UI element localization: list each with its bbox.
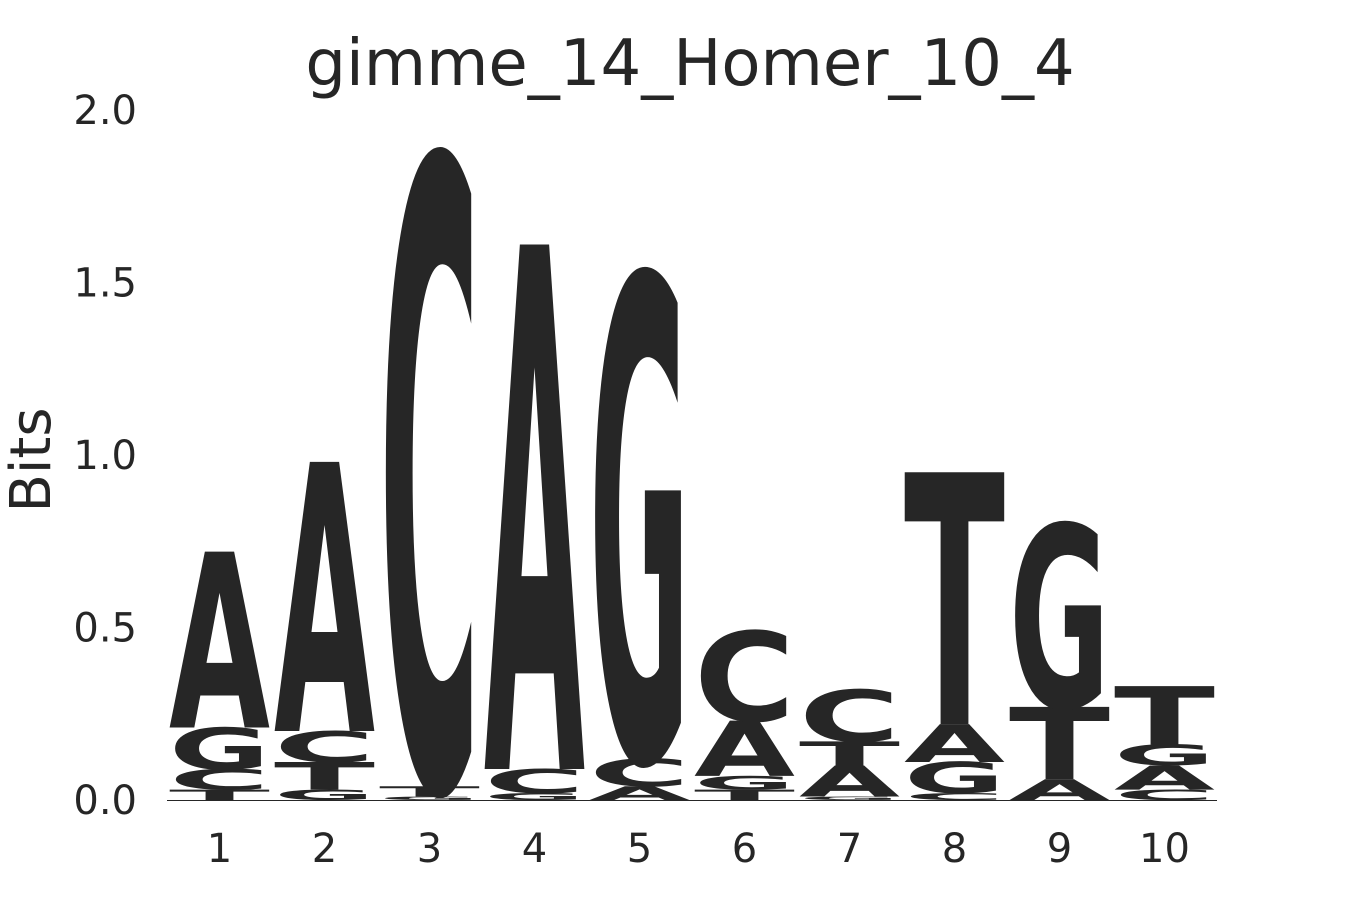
y-tick-label: 2.0 (73, 88, 137, 134)
logo-letter-a: A (1114, 759, 1215, 797)
logo-letter-c: C (799, 675, 900, 758)
logo-letter-g: G (169, 716, 270, 782)
logo-letter-t: T (379, 783, 480, 800)
y-tick-label: 1.5 (73, 261, 137, 307)
logo-letter-c: C (589, 751, 690, 795)
logo-letter-t: T (1009, 687, 1110, 803)
logo-letter-a: A (169, 504, 270, 785)
logo-letter-g: G (904, 754, 1005, 804)
logo-letter-t: T (694, 787, 795, 804)
logo-letter-t: T (1114, 671, 1215, 765)
x-tick-label: 6 (732, 826, 757, 872)
x-tick-label: 5 (627, 826, 652, 872)
logo-letter-g: G (799, 796, 900, 802)
x-tick-label: 4 (522, 826, 547, 872)
logo-letter-a: A (589, 782, 690, 804)
x-tick-label: 2 (312, 826, 337, 872)
x-tick-label: 1 (207, 826, 232, 872)
logo-letter-g: G (379, 796, 480, 802)
y-tick-label: 0.5 (73, 606, 137, 652)
x-tick-label: 3 (417, 826, 442, 872)
logo-letter-a: A (1009, 774, 1110, 807)
y-axis-ticks: 0.0 0.5 1.0 1.5 2.0 (73, 88, 1217, 824)
y-tick-label: 0.0 (73, 778, 137, 824)
logo-letter-t: T (169, 787, 270, 804)
logo-letter-a: A (274, 390, 376, 819)
logo-letter-a: A (484, 101, 586, 900)
logo-letter-g: G (274, 787, 375, 804)
x-axis-ticks: 1 2 3 4 5 6 7 8 9 10 (207, 826, 1190, 872)
logo-letter-g: G (589, 145, 690, 900)
logo-letter-c: C (694, 607, 795, 750)
logo-letter-t: T (274, 755, 375, 799)
logo-letter-c: C (1114, 787, 1215, 804)
x-tick-label: 8 (942, 826, 967, 872)
logo-letter-t: T (904, 403, 1006, 806)
x-tick-label: 10 (1139, 826, 1190, 872)
logo-letter-g: G (484, 791, 585, 802)
logo-letter-a: A (694, 706, 796, 794)
logo-letter-g: G (1009, 474, 1110, 766)
logo-letter-t: T (799, 735, 900, 774)
logo-letter-c: C (274, 723, 375, 773)
logo-letter-a: A (904, 714, 1005, 774)
logo-letter-c: C (484, 762, 585, 801)
logo-letter-c: C (169, 764, 270, 797)
y-tick-label: 1.0 (73, 433, 137, 479)
logo-letter-a: A (799, 757, 900, 807)
logo-letter-g: G (1114, 739, 1215, 772)
x-tick-label: 7 (837, 826, 862, 872)
x-tick-label: 9 (1047, 826, 1072, 872)
logo-letter-c: C (379, 0, 480, 900)
chart-title: gimme_14_Homer_10_4 (305, 27, 1074, 101)
logo-letter-c: C (904, 791, 1005, 802)
y-axis-label: Bits (0, 407, 64, 512)
logo-letter-g: G (694, 772, 795, 794)
